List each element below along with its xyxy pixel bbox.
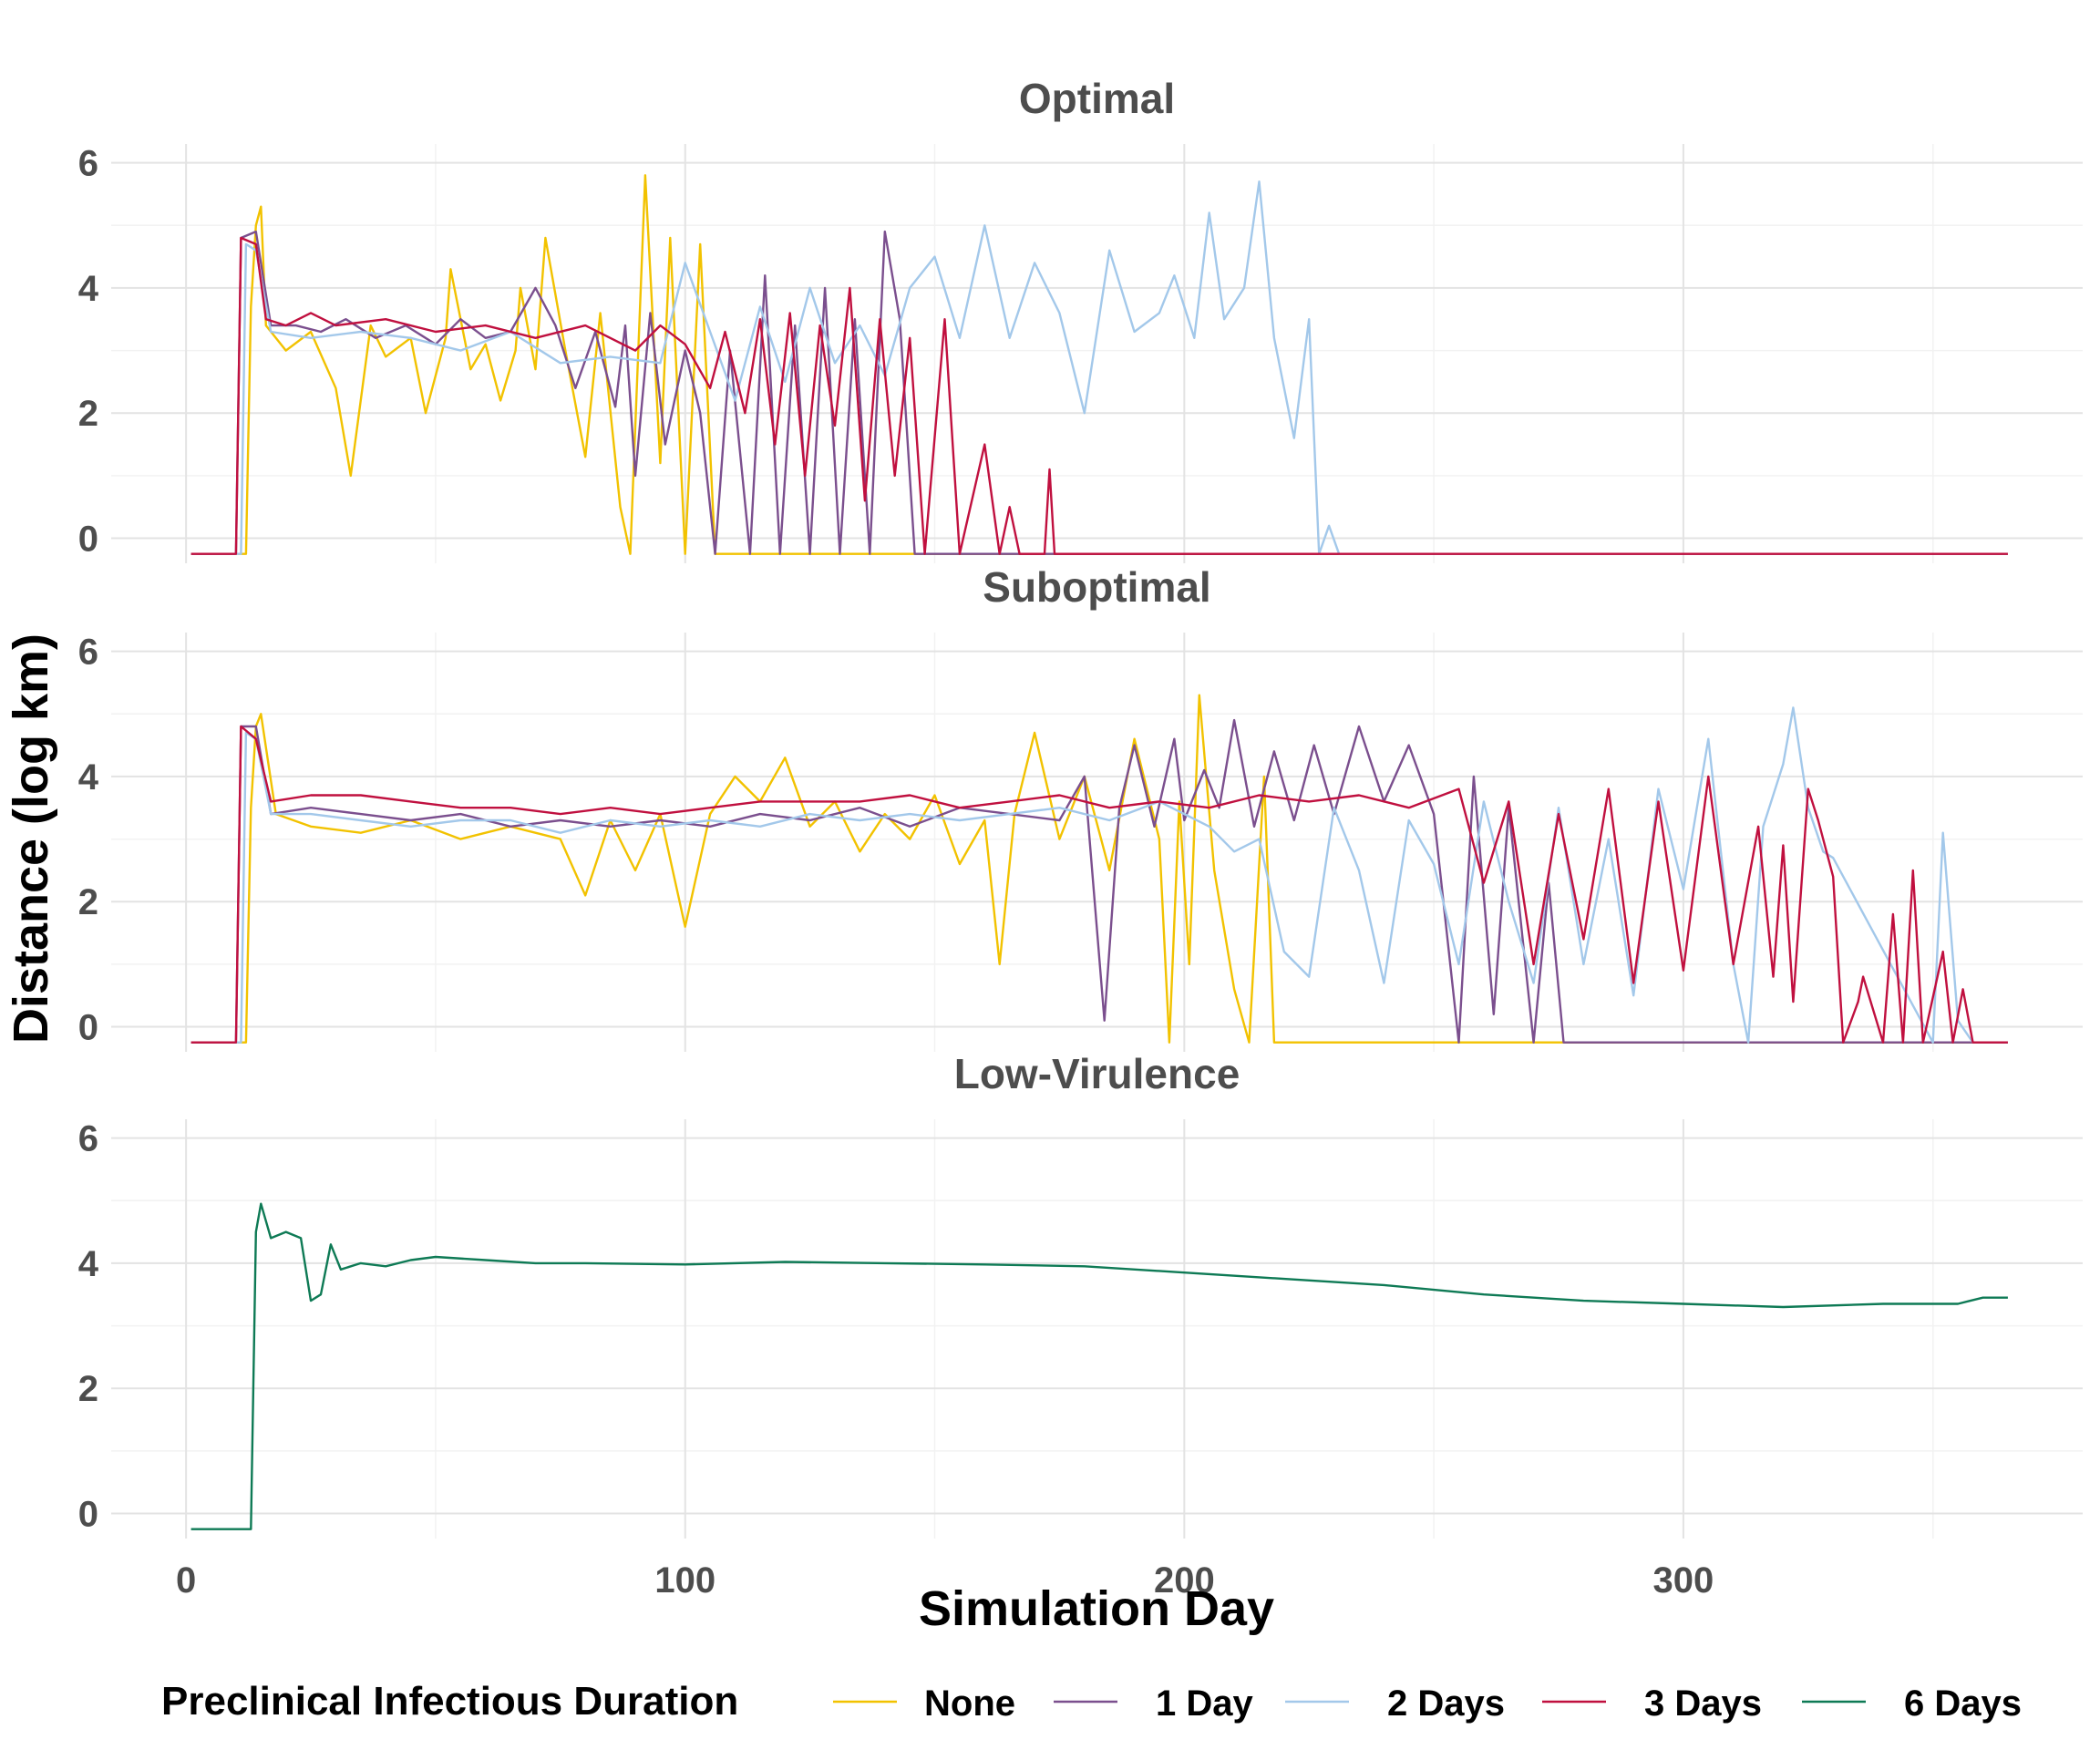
- y-tick-label: 4: [78, 757, 99, 798]
- y-tick-label: 0: [78, 1495, 98, 1535]
- x-tick-label: 200: [1154, 1560, 1215, 1601]
- y-tick-label: 0: [78, 1008, 98, 1048]
- series-line-2-days-optimal: [190, 180, 2008, 555]
- y-tick-label: 0: [78, 520, 98, 560]
- series-line-1-day-suboptimal: [190, 718, 2008, 1044]
- y-tick-label: 6: [78, 1119, 98, 1159]
- y-tick-label: 4: [78, 269, 99, 309]
- panel-optimal: Optimal 0 2 4 6: [78, 75, 2083, 563]
- legend-item-2-days: 2 Days: [1285, 1683, 1505, 1724]
- series-line-none-optimal: [190, 174, 2008, 555]
- legend-label-1-day: 1 Day: [1156, 1683, 1253, 1724]
- x-tick-label: 300: [1653, 1560, 1714, 1601]
- series-line-6-days-low-virulence: [190, 1202, 2008, 1530]
- x-tick-label: 0: [176, 1560, 196, 1601]
- y-tick-label: 6: [78, 144, 98, 184]
- grid-suboptimal: [111, 633, 2083, 1052]
- y-tick-label: 6: [78, 633, 98, 673]
- legend-entries: None 1 Day 2 Days 3 Days 6 Days: [833, 1683, 2022, 1724]
- y-tick-label: 2: [78, 1369, 98, 1409]
- panel-suboptimal: Suboptimal 0 2 4 6: [78, 563, 2083, 1052]
- legend-label-6-days: 6 Days: [1904, 1683, 2022, 1724]
- series-line-3-days-optimal: [190, 236, 2008, 555]
- legend-label-3-days: 3 Days: [1644, 1683, 1762, 1724]
- grid-low-virulence: [111, 1119, 2083, 1539]
- y-tick-label: 2: [78, 882, 98, 922]
- y-tick-label: 2: [78, 394, 98, 434]
- legend-item-3-days: 3 Days: [1542, 1683, 1762, 1724]
- legend-item-none: None: [833, 1683, 1015, 1724]
- y-tick-label: 4: [78, 1244, 99, 1284]
- legend-label-2-days: 2 Days: [1387, 1683, 1505, 1724]
- x-axis-title: Simulation Day: [919, 1581, 1274, 1636]
- panel-low-virulence: Low-Virulence 0 2 4 6 0 100 200 300: [78, 1050, 2083, 1601]
- panel-title-low-virulence: Low-Virulence: [954, 1050, 1240, 1097]
- series-line-2-days-suboptimal: [190, 706, 2008, 1044]
- series-line-none-suboptimal: [190, 694, 2008, 1044]
- legend-label-none: None: [924, 1683, 1015, 1724]
- legend-title: Preclinical Infectious Duration: [161, 1679, 738, 1724]
- legend-item-6-days: 6 Days: [1802, 1683, 2022, 1724]
- legend-item-1-day: 1 Day: [1054, 1683, 1253, 1724]
- series-line-3-days-suboptimal: [190, 725, 2008, 1044]
- series-line-1-day-optimal: [190, 230, 2008, 555]
- y-axis-title: Distance (log km): [4, 633, 58, 1044]
- panel-title-optimal: Optimal: [1019, 75, 1175, 122]
- x-tick-label: 100: [654, 1560, 715, 1601]
- grid-optimal: [111, 144, 2083, 563]
- legend: Preclinical Infectious Duration None 1 Da…: [161, 1679, 2022, 1724]
- panels-layer: Optimal 0 2 4 6 Suboptimal 0 2 4 6 Low-Virulence 0 2…: [78, 75, 2083, 1601]
- panel-title-suboptimal: Suboptimal: [983, 563, 1210, 611]
